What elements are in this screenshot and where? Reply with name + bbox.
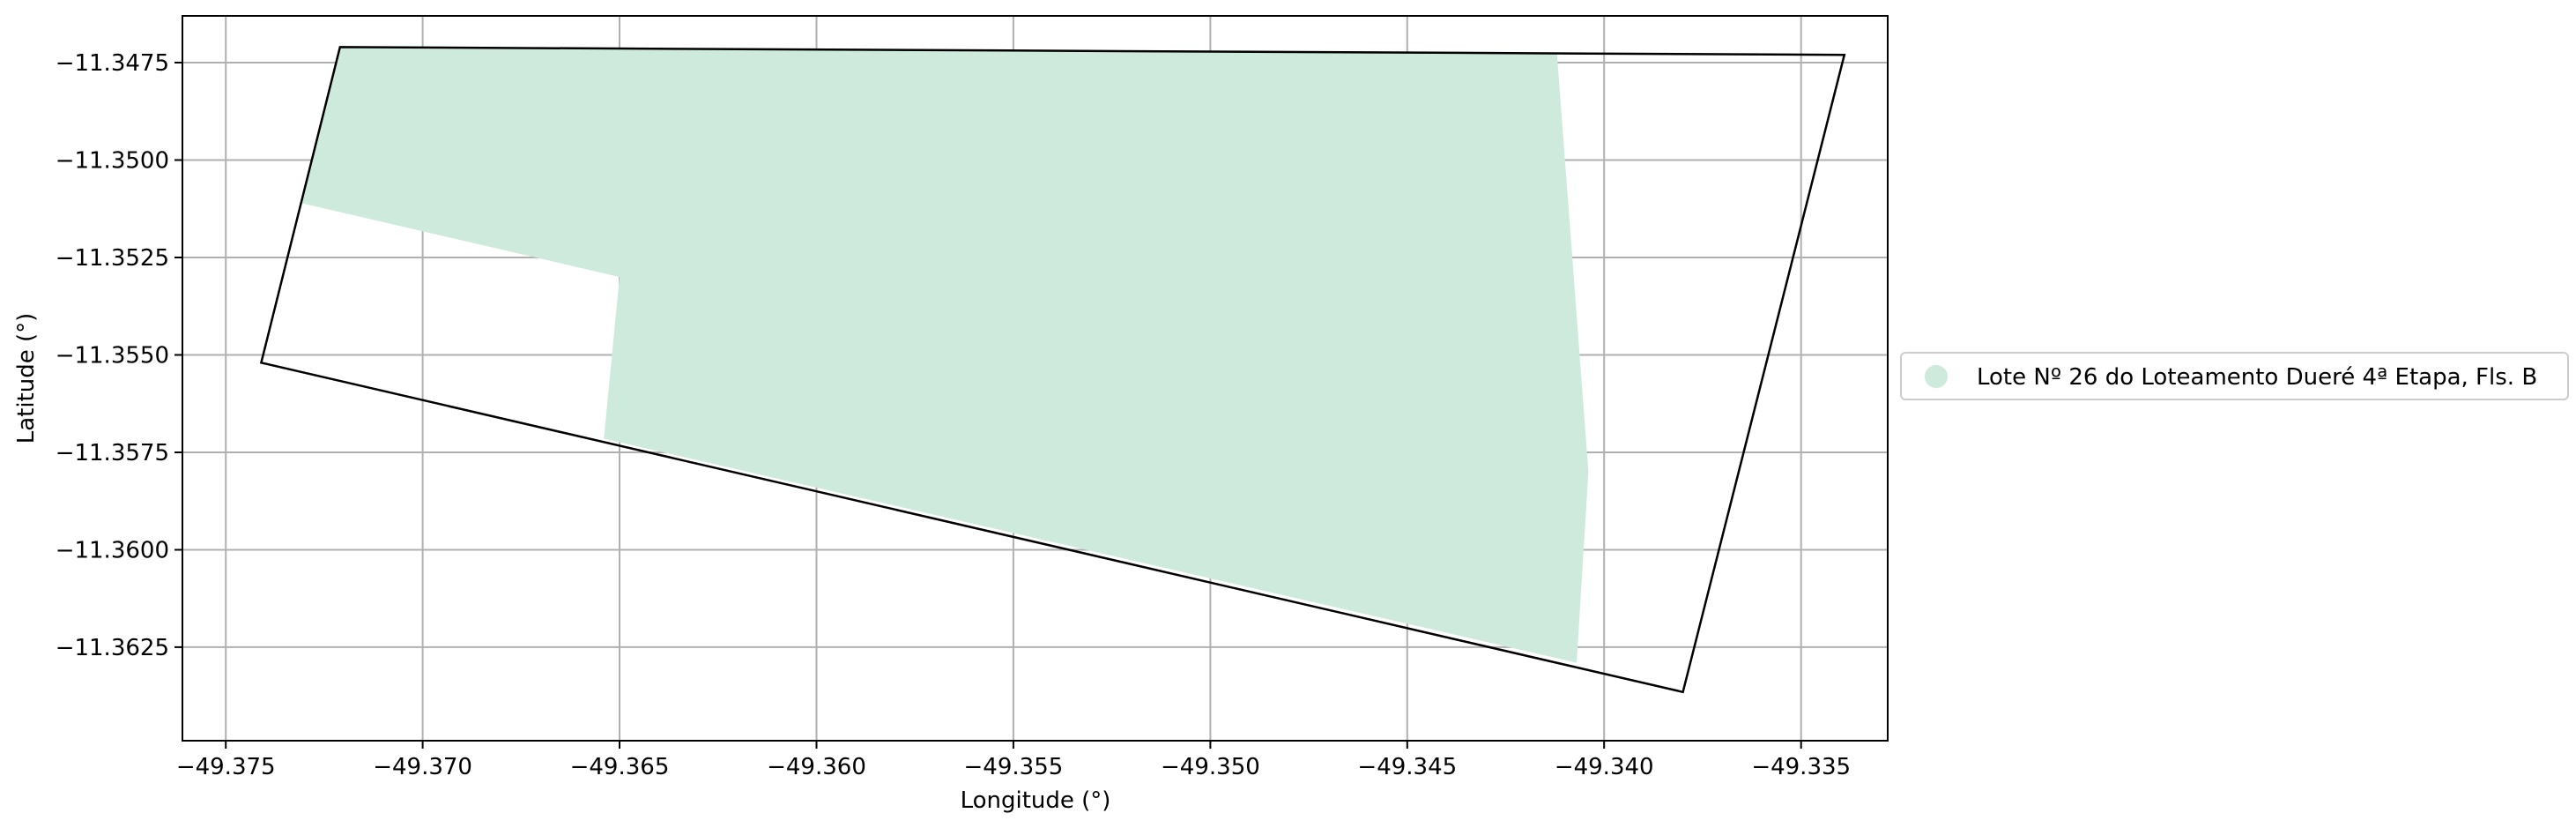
y-tick-label: −11.3550 bbox=[56, 343, 169, 369]
y-tick-label: −11.3575 bbox=[56, 440, 169, 466]
x-axis-label: Longitude (°) bbox=[961, 787, 1111, 814]
x-tick-label: −49.350 bbox=[1161, 754, 1260, 780]
x-tick-label: −49.375 bbox=[176, 754, 276, 780]
axes-frame bbox=[182, 15, 1889, 742]
legend-frame bbox=[1900, 352, 2569, 400]
x-tick-label: −49.335 bbox=[1751, 754, 1851, 780]
x-tick-label: −49.365 bbox=[570, 754, 670, 780]
x-tick-label: −49.345 bbox=[1357, 754, 1457, 780]
y-tick-label: −11.3500 bbox=[56, 148, 169, 175]
map-data bbox=[259, 46, 1846, 694]
x-tick-label: −49.340 bbox=[1555, 754, 1654, 780]
x-tick-label: −49.370 bbox=[373, 754, 472, 780]
x-axis: −49.375 −49.370 −49.365 −49.360 −49.355 −49.3… bbox=[176, 741, 1851, 780]
lote-26-area-polygon bbox=[301, 47, 1589, 663]
boundary-outline-polygon bbox=[259, 46, 1846, 694]
legend: Lote Nº 26 do Loteamento Dueré 4ª Etapa,… bbox=[1900, 352, 2569, 400]
plot-area bbox=[182, 15, 1889, 742]
y-axis: −11.3475 −11.3500 −11.3525 −11.3550 −11.3575… bbox=[56, 50, 182, 661]
legend-entry-label: Lote Nº 26 do Loteamento Dueré 4ª Etapa,… bbox=[1977, 364, 2537, 391]
x-tick-label: −49.360 bbox=[767, 754, 866, 780]
x-tick-label: −49.355 bbox=[964, 754, 1064, 780]
legend-marker bbox=[1925, 365, 1948, 388]
y-axis-label: Latitude (°) bbox=[13, 313, 40, 444]
y-tick-label: −11.3475 bbox=[56, 50, 169, 77]
y-tick-label: −11.3600 bbox=[56, 538, 169, 564]
y-tick-label: −11.3525 bbox=[56, 245, 169, 272]
y-tick-label: −11.3625 bbox=[56, 635, 169, 661]
